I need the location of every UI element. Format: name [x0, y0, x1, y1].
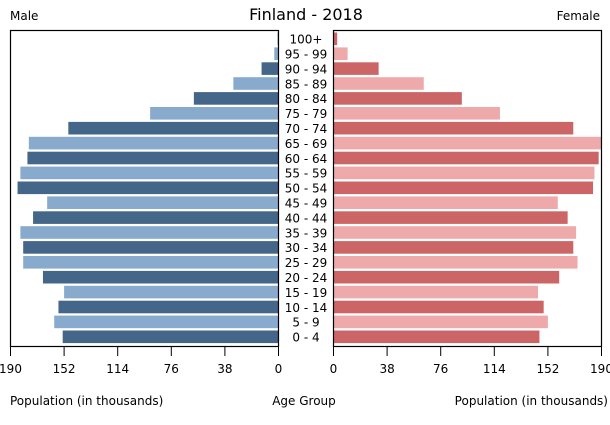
- female-bar-90-94: [333, 62, 379, 75]
- age-group-label: 70 - 74: [285, 122, 328, 136]
- female-bars: [333, 32, 602, 344]
- female-bar-75-79: [333, 107, 500, 120]
- female-x-tick-label: 38: [379, 362, 394, 376]
- age-group-label: 50 - 54: [285, 182, 328, 196]
- female-bar-55-59: [333, 166, 595, 180]
- female-bar-40-44: [333, 211, 568, 224]
- female-bar-50-54: [333, 181, 594, 195]
- age-group-label: 80 - 84: [285, 92, 328, 106]
- female-bar-35-39: [333, 226, 577, 239]
- male-bar-60-64: [27, 151, 279, 165]
- female-bar-5-9: [333, 315, 548, 329]
- chart-title: Finland - 2018: [249, 5, 363, 24]
- female-bar-20-24: [333, 270, 560, 284]
- male-bars: [17, 32, 279, 344]
- female-x-tick-label: 76: [433, 362, 448, 376]
- male-bar-50-54: [17, 181, 279, 195]
- male-bar-95-99: [274, 47, 279, 60]
- male-x-axis: 0 38 76 114 152 190: [0, 346, 283, 376]
- age-group-label: 75 - 79: [285, 107, 328, 121]
- female-bar-85-89: [333, 77, 424, 90]
- male-x-tick-label: 190: [0, 362, 22, 376]
- male-x-tick-label: 76: [164, 362, 179, 376]
- male-bar-20-24: [42, 270, 279, 284]
- female-x-axis-label: Population (in thousands): [455, 394, 608, 408]
- female-label: Female: [557, 9, 600, 23]
- male-bar-5-9: [54, 315, 279, 329]
- female-bar-65-69: [333, 136, 602, 150]
- age-group-label: 45 - 49: [285, 197, 328, 211]
- male-x-axis-label: Population (in thousands): [10, 394, 163, 408]
- male-bar-0-4: [62, 330, 279, 344]
- female-bar-80-84: [333, 92, 462, 105]
- female-bar-10-14: [333, 300, 544, 314]
- male-label: Male: [10, 9, 38, 23]
- male-bar-70-74: [68, 121, 279, 135]
- age-group-label: 55 - 59: [285, 167, 328, 181]
- age-group-label: 60 - 64: [285, 152, 328, 166]
- male-bar-25-29: [23, 256, 279, 269]
- male-bar-10-14: [58, 300, 279, 314]
- age-group-label: 90 - 94: [285, 62, 328, 76]
- male-x-tick-label: 114: [106, 362, 129, 376]
- female-bar-95-99: [333, 47, 348, 60]
- male-bar-30-34: [23, 241, 279, 254]
- age-group-label: 30 - 34: [285, 241, 328, 255]
- age-group-axis-label: Age Group: [272, 394, 336, 408]
- female-bar-60-64: [333, 151, 599, 165]
- male-bar-65-69: [28, 136, 279, 150]
- female-bar-0-4: [333, 330, 540, 344]
- male-plot-frame: [9, 29, 280, 348]
- female-plot-frame: [332, 29, 603, 348]
- age-group-label: 85 - 89: [285, 77, 328, 91]
- male-bar-85-89: [233, 77, 279, 90]
- female-x-tick-label: 152: [536, 362, 559, 376]
- male-bar-80-84: [193, 92, 279, 105]
- age-group-label: 35 - 39: [285, 226, 328, 240]
- age-group-label: 5 - 9: [292, 316, 319, 330]
- male-bar-55-59: [20, 166, 279, 180]
- female-x-tick-label: 114: [483, 362, 506, 376]
- age-group-label: 65 - 69: [285, 137, 328, 151]
- age-group-label: 15 - 19: [285, 286, 328, 300]
- male-bar-40-44: [33, 211, 279, 224]
- female-bar-100plus: [333, 32, 338, 46]
- female-x-tick-label: 190: [590, 362, 610, 376]
- male-x-tick-label: 0: [275, 362, 283, 376]
- male-bar-45-49: [47, 196, 279, 209]
- female-bar-70-74: [333, 121, 574, 135]
- female-bar-15-19: [333, 285, 539, 299]
- female-x-axis: 0 38 76 114 152 190: [330, 346, 610, 376]
- male-bar-15-19: [64, 285, 279, 299]
- female-bar-30-34: [333, 241, 574, 254]
- age-group-label: 10 - 14: [285, 301, 328, 315]
- age-group-label: 20 - 24: [285, 271, 328, 285]
- male-bar-35-39: [20, 226, 279, 239]
- male-x-tick-label: 38: [217, 362, 232, 376]
- age-group-label: 0 - 4: [292, 331, 319, 345]
- male-bar-90-94: [261, 62, 279, 75]
- age-group-label: 25 - 29: [285, 256, 328, 270]
- female-x-tick-label: 0: [330, 362, 338, 376]
- age-group-label: 40 - 44: [285, 211, 328, 225]
- female-bar-45-49: [333, 196, 558, 209]
- male-bar-75-79: [150, 107, 279, 120]
- female-bar-25-29: [333, 256, 578, 269]
- age-group-label: 100+: [290, 33, 323, 47]
- male-x-tick-label: 152: [53, 362, 76, 376]
- age-group-label: 95 - 99: [285, 48, 328, 62]
